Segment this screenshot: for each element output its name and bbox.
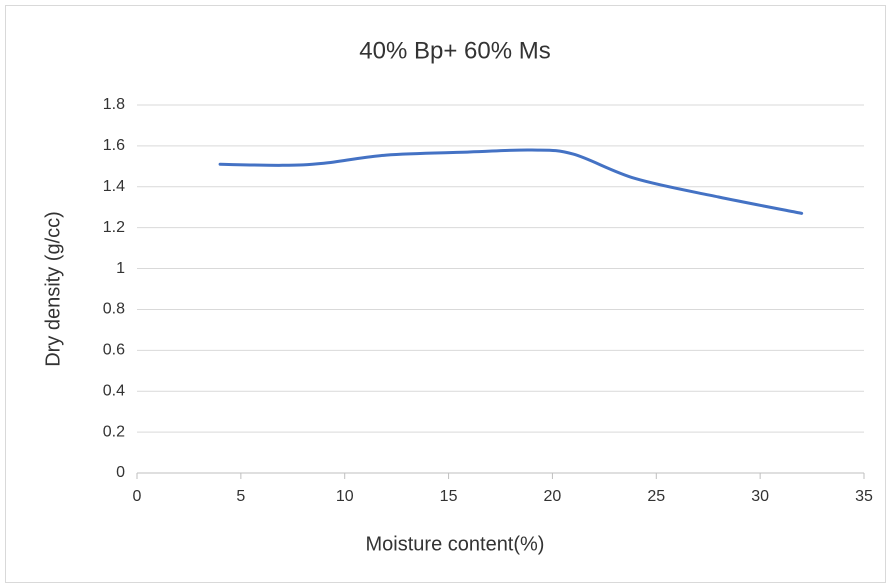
x-tick-label: 20 [544, 488, 562, 505]
y-tick-label: 0.4 [103, 382, 125, 399]
y-tick-label: 1.4 [103, 178, 125, 195]
x-axis-label: Moisture content(%) [366, 533, 545, 555]
y-tick-label: 0.2 [103, 423, 125, 440]
x-tick-label: 25 [647, 488, 665, 505]
y-tick-label: 0.8 [103, 301, 125, 318]
x-tick-label: 35 [855, 488, 873, 505]
data-line [218, 148, 804, 215]
y-tick-label: 1.2 [103, 219, 125, 236]
chart-title: 40% Bp+ 60% Ms [359, 37, 550, 64]
chart-border [5, 5, 886, 583]
y-axis-label: Dry density (g/cc) [42, 211, 64, 367]
x-tick-label: 15 [440, 488, 458, 505]
y-tick-label: 1 [116, 260, 125, 277]
x-tick-label: 30 [751, 488, 769, 505]
x-tick-label: 5 [236, 488, 245, 505]
x-tick-label: 0 [133, 488, 142, 505]
y-tick-label: 1.8 [103, 96, 125, 113]
y-tick-label: 0 [116, 464, 125, 481]
y-tick-label: 0.6 [103, 342, 125, 359]
y-tick-label: 1.6 [103, 137, 125, 154]
x-tick-label: 10 [336, 488, 354, 505]
